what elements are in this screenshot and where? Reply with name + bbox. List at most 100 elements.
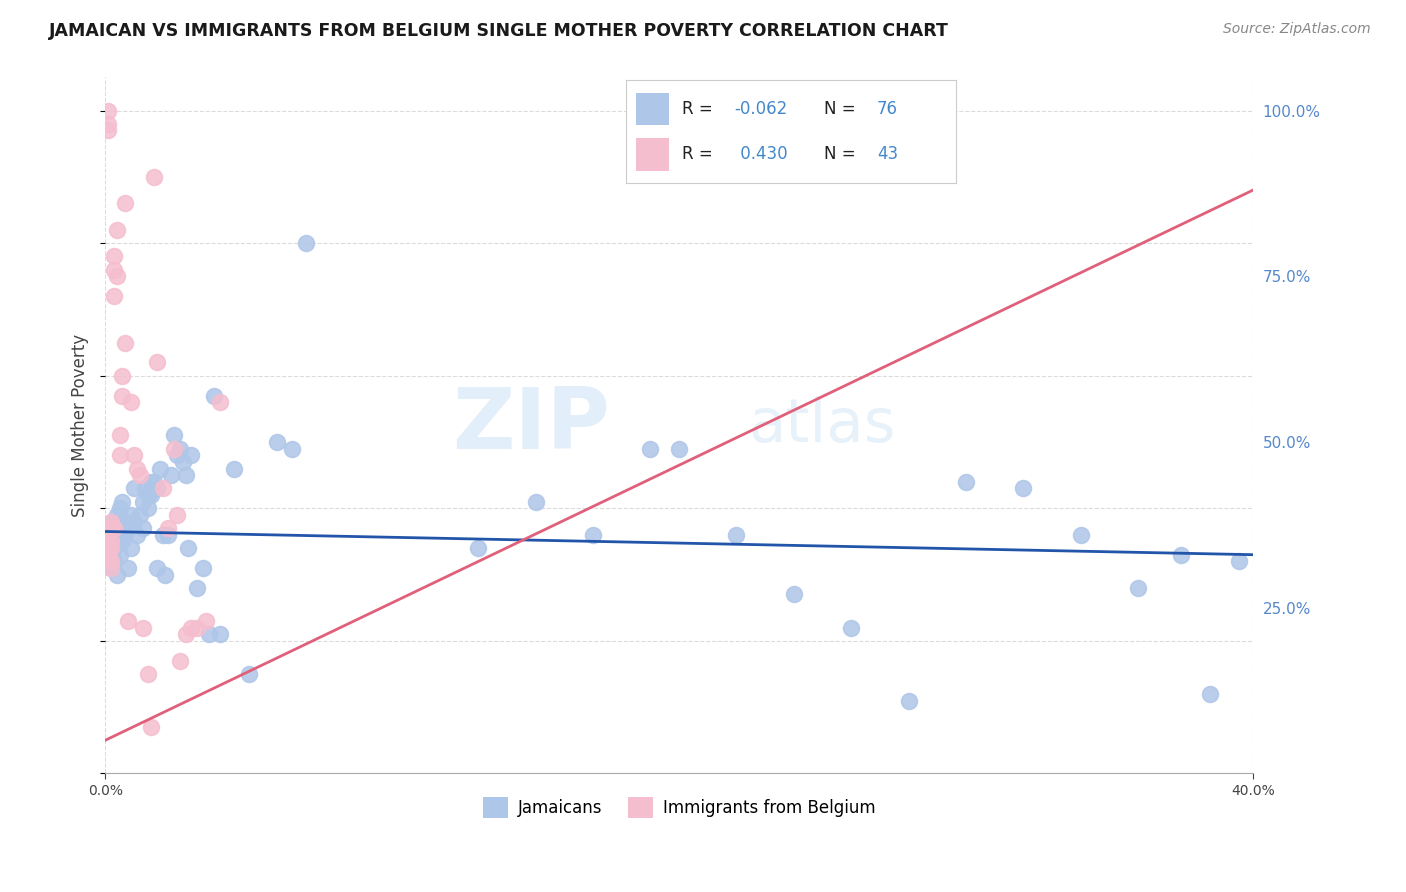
Point <box>131 621 153 635</box>
Point <box>122 515 145 529</box>
Point <box>111 389 134 403</box>
Point <box>111 494 134 508</box>
Point <box>120 508 142 522</box>
Point <box>155 567 177 582</box>
Point <box>136 488 159 502</box>
Point <box>152 528 174 542</box>
Point <box>125 528 148 542</box>
Text: R =: R = <box>682 145 718 163</box>
Point <box>136 501 159 516</box>
Point <box>128 468 150 483</box>
Point <box>146 355 169 369</box>
FancyBboxPatch shape <box>636 93 669 126</box>
Point <box>1227 554 1250 568</box>
Point <box>122 482 145 496</box>
Point <box>783 587 806 601</box>
Point <box>100 521 122 535</box>
Point <box>97 548 120 562</box>
Point <box>668 442 690 456</box>
Point <box>163 442 186 456</box>
Point <box>97 548 120 562</box>
Point <box>100 541 122 555</box>
Text: 0.430: 0.430 <box>735 145 787 163</box>
Point <box>114 335 136 350</box>
Point <box>180 448 202 462</box>
Point <box>1199 687 1222 701</box>
Point <box>166 448 188 462</box>
Point <box>725 528 748 542</box>
Point <box>100 561 122 575</box>
Point <box>186 581 208 595</box>
Point <box>238 667 260 681</box>
Point <box>103 249 125 263</box>
Point <box>160 468 183 483</box>
Text: Source: ZipAtlas.com: Source: ZipAtlas.com <box>1223 22 1371 37</box>
Text: JAMAICAN VS IMMIGRANTS FROM BELGIUM SINGLE MOTHER POVERTY CORRELATION CHART: JAMAICAN VS IMMIGRANTS FROM BELGIUM SING… <box>49 22 949 40</box>
Point <box>97 123 120 137</box>
Point <box>1170 548 1192 562</box>
Point <box>108 548 131 562</box>
Text: ZIP: ZIP <box>453 384 610 467</box>
Point <box>139 475 162 489</box>
Point <box>172 455 194 469</box>
Point <box>839 621 862 635</box>
Point <box>166 508 188 522</box>
Point <box>143 169 166 184</box>
Point <box>105 528 128 542</box>
Point <box>163 428 186 442</box>
Point <box>149 461 172 475</box>
Point <box>114 528 136 542</box>
Point <box>105 567 128 582</box>
Point <box>157 528 180 542</box>
Point <box>120 541 142 555</box>
Point <box>117 614 139 628</box>
Point <box>524 494 547 508</box>
Point <box>177 541 200 555</box>
Point <box>224 461 246 475</box>
Point <box>194 614 217 628</box>
Point <box>117 561 139 575</box>
Point <box>582 528 605 542</box>
Point <box>197 627 219 641</box>
Point <box>100 515 122 529</box>
Point <box>111 368 134 383</box>
Text: R =: R = <box>682 100 718 118</box>
Point <box>103 262 125 277</box>
Point <box>105 223 128 237</box>
Point <box>108 521 131 535</box>
Point <box>100 534 122 549</box>
Point <box>186 621 208 635</box>
Point <box>97 103 120 118</box>
Text: -0.062: -0.062 <box>735 100 787 118</box>
Point <box>174 468 197 483</box>
Point <box>103 541 125 555</box>
Point <box>131 521 153 535</box>
Point <box>100 554 122 568</box>
Point <box>146 561 169 575</box>
Point <box>108 501 131 516</box>
Point <box>208 627 231 641</box>
Point <box>152 482 174 496</box>
Point <box>131 494 153 508</box>
Point <box>108 528 131 542</box>
Point <box>174 627 197 641</box>
Point <box>1128 581 1150 595</box>
FancyBboxPatch shape <box>636 137 669 170</box>
Point <box>139 488 162 502</box>
Legend: Jamaicans, Immigrants from Belgium: Jamaicans, Immigrants from Belgium <box>477 790 882 824</box>
Point <box>134 482 156 496</box>
Text: atlas: atlas <box>748 396 896 455</box>
Point <box>266 435 288 450</box>
Point <box>114 515 136 529</box>
Point <box>105 269 128 284</box>
Point <box>105 508 128 522</box>
Point <box>280 442 302 456</box>
Text: 43: 43 <box>877 145 898 163</box>
Point <box>97 528 120 542</box>
Point <box>955 475 977 489</box>
Point <box>100 534 122 549</box>
Point <box>157 521 180 535</box>
Point <box>467 541 489 555</box>
Point <box>117 521 139 535</box>
Point <box>139 720 162 734</box>
